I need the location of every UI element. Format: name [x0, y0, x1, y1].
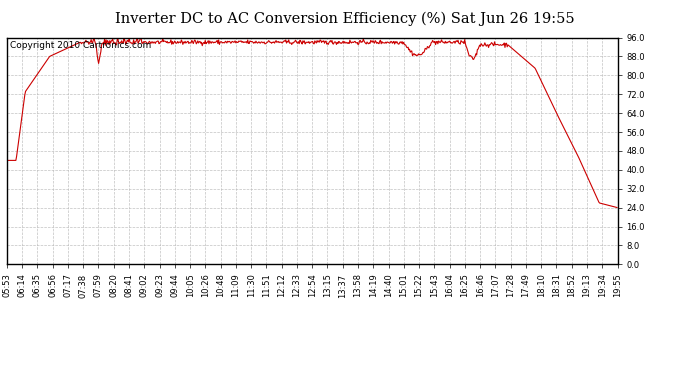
Text: Copyright 2010 Cartronics.com: Copyright 2010 Cartronics.com	[10, 41, 151, 50]
Text: Inverter DC to AC Conversion Efficiency (%) Sat Jun 26 19:55: Inverter DC to AC Conversion Efficiency …	[115, 11, 575, 26]
